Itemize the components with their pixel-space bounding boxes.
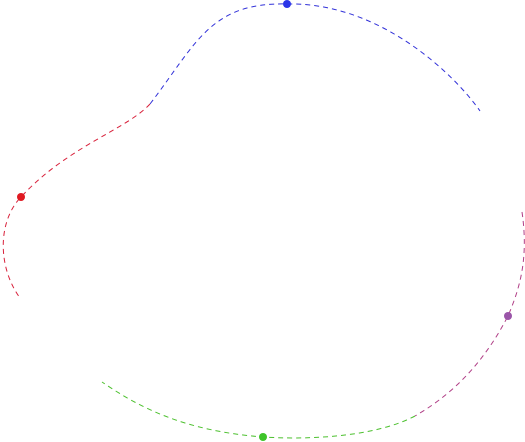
arc-right — [414, 211, 525, 417]
node-right — [504, 312, 512, 320]
arc-left — [2, 103, 151, 299]
arcs-layer — [2, 3, 525, 439]
node-top — [283, 0, 291, 8]
nodes-layer — [17, 0, 512, 441]
node-bottom — [259, 433, 267, 441]
arc-top — [149, 3, 481, 112]
arc-bottom — [101, 381, 416, 439]
node-left — [17, 193, 25, 201]
